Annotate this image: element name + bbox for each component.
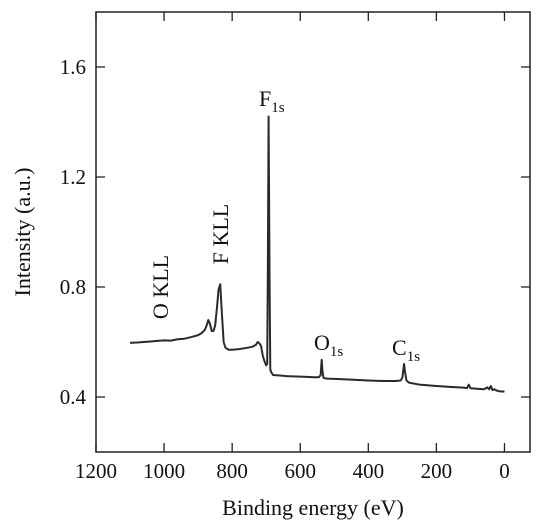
peak-label-main: F: [259, 86, 271, 111]
x-tick-label: 800: [216, 459, 248, 483]
peak-label: F1s: [259, 86, 285, 116]
peak-label-sub: 1s: [407, 349, 421, 365]
x-tick-label: 200: [421, 459, 453, 483]
x-tick-label: 600: [284, 459, 316, 483]
y-axis-title: Intensity (a.u.): [10, 168, 35, 297]
peak-label-sub: 1s: [271, 100, 285, 116]
y-tick-label: 1.6: [60, 55, 86, 79]
peak-label: O KLL: [148, 255, 173, 319]
x-axis-title: Binding energy (eV): [222, 495, 404, 520]
peak-label: F KLL: [208, 204, 233, 265]
x-tick-label: 1200: [75, 459, 117, 483]
y-tick-label: 0.4: [60, 385, 87, 409]
y-tick-label: 1.2: [60, 165, 86, 189]
x-tick-label: 1000: [143, 459, 185, 483]
peak-label: O1s: [314, 330, 343, 360]
peak-label: C1s: [392, 335, 420, 365]
x-tick-label: 0: [499, 459, 510, 483]
plot-frame: [95, 11, 531, 453]
y-tick-label: 0.8: [60, 275, 86, 299]
peak-label-main: C: [392, 335, 407, 360]
peak-label-sub: 1s: [330, 344, 344, 360]
spectrum-line: [129, 115, 505, 393]
peak-label-main: O: [314, 330, 330, 355]
x-tick-label: 400: [353, 459, 385, 483]
